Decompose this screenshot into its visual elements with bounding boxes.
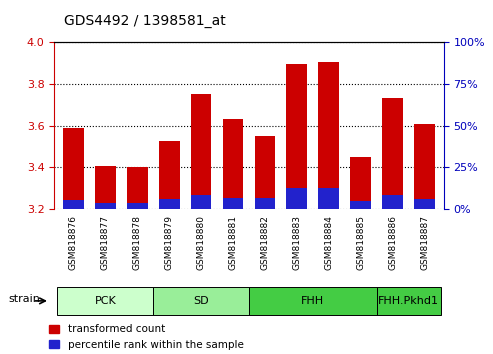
Text: GSM818886: GSM818886	[388, 215, 397, 270]
Bar	[191, 94, 211, 209]
Text: GSM818887: GSM818887	[420, 215, 429, 270]
Bar	[254, 198, 275, 209]
Bar	[351, 200, 371, 209]
Bar	[159, 141, 179, 209]
Bar	[249, 287, 377, 315]
Bar	[223, 198, 244, 209]
Text: GSM818885: GSM818885	[356, 215, 365, 270]
Bar	[414, 124, 435, 209]
Bar	[318, 188, 339, 209]
Bar	[95, 166, 116, 209]
Bar	[286, 64, 307, 209]
Bar	[153, 287, 249, 315]
Bar	[127, 167, 147, 209]
Text: GSM818881: GSM818881	[228, 215, 238, 270]
Bar	[382, 98, 403, 209]
Text: SD: SD	[193, 296, 209, 306]
Bar	[223, 119, 244, 209]
Text: GSM818880: GSM818880	[197, 215, 206, 270]
Text: GSM818882: GSM818882	[260, 215, 270, 270]
Bar	[63, 200, 84, 209]
Bar	[95, 203, 116, 209]
Text: PCK: PCK	[95, 296, 116, 306]
Bar	[382, 195, 403, 209]
Bar	[351, 157, 371, 209]
Text: GSM818883: GSM818883	[292, 215, 301, 270]
Bar	[191, 195, 211, 209]
Bar	[254, 137, 275, 209]
Bar	[63, 128, 84, 209]
Bar	[414, 199, 435, 209]
Bar	[286, 188, 307, 209]
Text: FHH.Pkhd1: FHH.Pkhd1	[378, 296, 439, 306]
Bar	[318, 62, 339, 209]
Bar	[127, 203, 147, 209]
Text: GSM818877: GSM818877	[101, 215, 110, 270]
Text: GSM818876: GSM818876	[69, 215, 78, 270]
Text: GDS4492 / 1398581_at: GDS4492 / 1398581_at	[64, 14, 226, 28]
Text: GSM818878: GSM818878	[133, 215, 141, 270]
Text: FHH: FHH	[301, 296, 324, 306]
Legend: transformed count, percentile rank within the sample: transformed count, percentile rank withi…	[45, 320, 247, 354]
Text: GSM818879: GSM818879	[165, 215, 174, 270]
Text: strain: strain	[8, 295, 40, 304]
Bar	[159, 199, 179, 209]
Bar	[377, 287, 441, 315]
Bar	[57, 287, 153, 315]
Text: GSM818884: GSM818884	[324, 215, 333, 270]
